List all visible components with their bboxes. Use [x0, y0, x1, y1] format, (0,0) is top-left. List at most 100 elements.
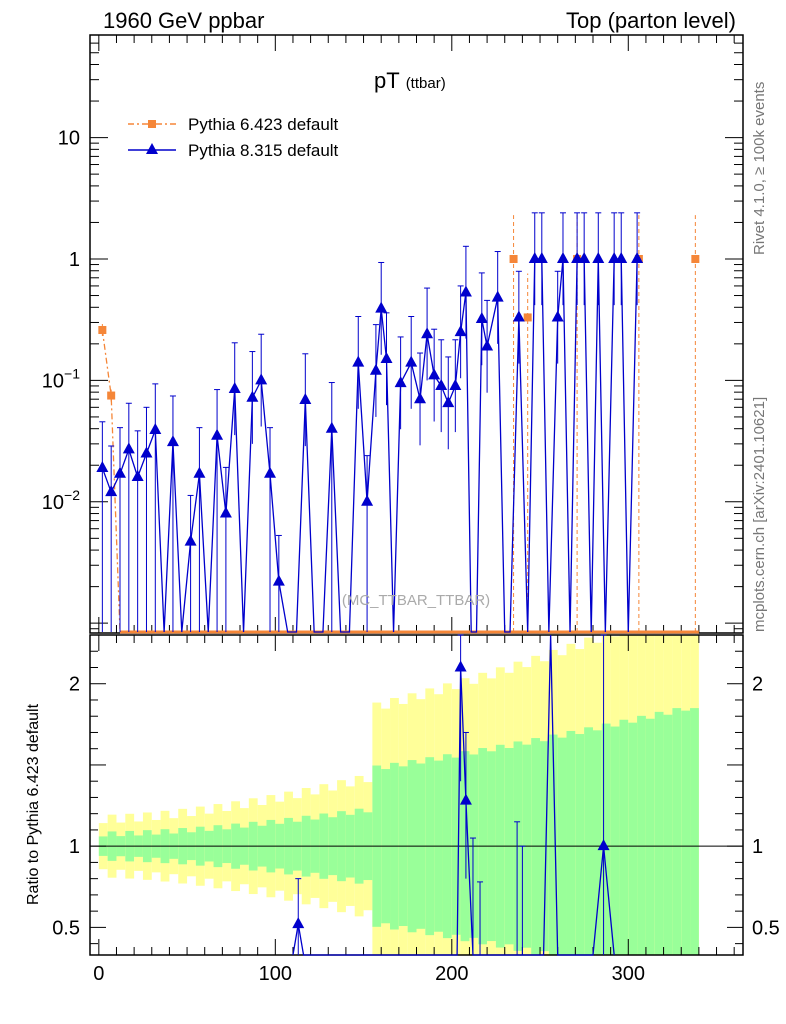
ratio-series-group	[292, 634, 615, 956]
band-inner	[575, 734, 585, 955]
main-ytick-label: 10−2	[42, 487, 80, 514]
xtick-label: 100	[259, 963, 292, 985]
mcplots-reference-label: mcplots.cern.ch [arXiv:2401.10621]	[751, 397, 768, 632]
header-energy-label: 1960 GeV ppbar	[103, 8, 264, 33]
band-inner	[610, 726, 620, 955]
pythia8-point	[615, 251, 628, 263]
pythia8-point	[361, 494, 374, 506]
band-inner	[637, 715, 646, 955]
pythia8-point	[228, 381, 241, 393]
pythia8-point	[491, 290, 504, 302]
band-inner	[619, 719, 629, 955]
ratio-ytick-label-right: 0.5	[752, 917, 780, 939]
band-inner	[672, 708, 682, 955]
band-inner	[681, 710, 691, 955]
pythia8-point	[414, 392, 427, 404]
pythia6-point	[523, 313, 532, 322]
main-ytick-label: 1	[69, 249, 80, 271]
pythia8-point	[380, 352, 393, 364]
pythia8-point	[535, 251, 548, 263]
pythia8-point	[299, 392, 312, 404]
pythia8-point	[184, 534, 197, 546]
pythia8-point	[592, 251, 605, 263]
pythia8-point	[435, 378, 448, 390]
pythia8-point	[105, 485, 118, 497]
pythia8-line	[101, 258, 638, 633]
pythia8-point	[211, 428, 224, 440]
legend: Pythia 6.423 default Pythia 8.315 defaul…	[128, 115, 339, 160]
pythia8-point	[556, 251, 569, 263]
pythia6-point	[107, 391, 116, 400]
pythia8-point	[428, 368, 441, 380]
pythia8-point	[454, 325, 467, 337]
legend-marker-pythia8	[146, 143, 158, 154]
pythia8-point	[131, 470, 144, 482]
band-inner	[584, 727, 593, 955]
band-inner	[663, 714, 673, 955]
xtick-label: 0	[93, 963, 104, 985]
main-ytick-label: 10	[58, 128, 80, 150]
pythia8-point	[481, 339, 494, 351]
pythia8-point	[272, 574, 285, 586]
ratio-point	[454, 660, 467, 672]
ratio-ytick-label: 0.5	[52, 917, 80, 939]
pythia8-point	[96, 460, 109, 472]
band-inner	[592, 730, 602, 955]
rivet-version-label: Rivet 4.1.0, ≥ 100k events	[751, 82, 768, 255]
main-series-group	[96, 212, 700, 634]
legend-entry-pythia8: Pythia 8.315 default	[128, 141, 339, 160]
chart-title: pT (ttbar)	[374, 68, 446, 93]
pythia8-point	[114, 466, 127, 478]
band-inner	[645, 718, 655, 955]
band-inner	[654, 711, 664, 955]
pythia8-point	[442, 396, 455, 408]
chart-title-sub: (ttbar)	[406, 75, 446, 92]
legend-marker-pythia6	[148, 120, 156, 128]
analysis-watermark: (MC_TTBAR_TTBAR)	[342, 592, 490, 609]
pythia6-point	[98, 326, 107, 335]
pythia8-point	[459, 285, 472, 297]
ratio-uncertainty-bands	[90, 635, 743, 955]
pythia8-point	[449, 378, 462, 390]
pythia8-point	[375, 301, 388, 313]
pythia6-point	[691, 254, 700, 263]
pythia8-point	[475, 312, 488, 324]
pythia8-point	[578, 251, 591, 263]
pythia8-point	[631, 251, 644, 263]
pythia8-point	[166, 435, 179, 447]
pythia8-point	[193, 466, 206, 478]
legend-label-pythia6: Pythia 6.423 default	[188, 115, 339, 134]
xtick-label: 200	[435, 963, 468, 985]
band-inner	[601, 723, 611, 955]
pythia6-point	[509, 254, 518, 263]
legend-label-pythia8: Pythia 8.315 default	[188, 141, 339, 160]
pythia8-point	[122, 442, 135, 454]
ratio-ytick-label-right: 2	[752, 674, 763, 696]
pythia8-point	[512, 310, 525, 322]
pythia8-point	[140, 446, 153, 458]
pythia8-point	[264, 466, 277, 478]
pythia8-point	[394, 376, 407, 388]
ratio-ytick-label-right: 1	[752, 836, 763, 858]
pythia8-point	[352, 355, 365, 367]
ratio-ylabel: Ratio to Pythia 6.423 default	[25, 703, 42, 905]
pythia8-point	[325, 421, 338, 433]
pythia8-point	[149, 423, 162, 435]
legend-entry-pythia6: Pythia 6.423 default	[128, 115, 339, 134]
ratio-point	[597, 839, 610, 851]
band-inner	[628, 722, 638, 955]
pythia8-point	[551, 310, 564, 322]
pythia8-point	[369, 363, 382, 375]
xtick-label: 300	[612, 963, 645, 985]
ratio-ytick-label: 2	[69, 674, 80, 696]
band-inner	[548, 734, 558, 955]
pythia8-point	[405, 355, 418, 367]
main-ytick-label: 10−1	[42, 365, 80, 392]
band-inner	[566, 730, 576, 955]
pythia8-point	[219, 506, 232, 518]
pythia8-point	[246, 390, 259, 402]
header-process-label: Top (parton level)	[566, 8, 736, 33]
pythia8-point	[255, 373, 268, 385]
ratio-point	[292, 917, 305, 929]
